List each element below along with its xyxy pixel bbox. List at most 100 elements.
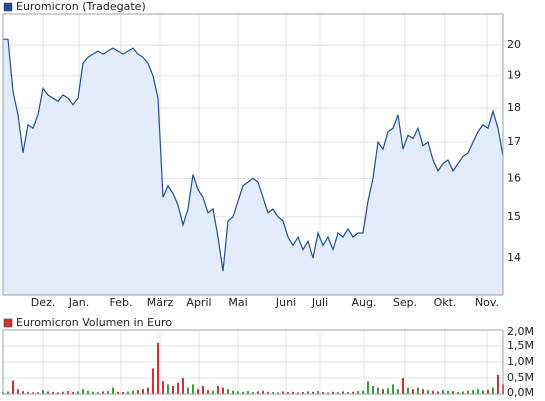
volume-bar [47, 391, 49, 394]
volume-bar [437, 391, 439, 394]
x-tick-label: Aug. [352, 296, 377, 309]
y-tick-label: 1,0M [507, 355, 534, 368]
x-tick-label: Okt. [434, 296, 457, 309]
volume-bar [342, 391, 344, 394]
volume-bar [347, 392, 349, 394]
volume-bar [137, 390, 139, 394]
volume-bar [57, 392, 59, 394]
volume-bar [292, 391, 294, 394]
y-tick-label: 20 [507, 38, 521, 51]
volume-bar [12, 380, 14, 394]
volume-bar [172, 386, 174, 394]
volume-bar [177, 382, 179, 394]
x-tick-label: Juni [275, 296, 296, 309]
volume-bar [117, 391, 119, 394]
volume-bar [17, 389, 19, 394]
volume-bar [412, 389, 414, 394]
legend-swatch [3, 2, 13, 12]
volume-bar [407, 387, 409, 394]
volume-bar [122, 392, 124, 394]
volume-bar [37, 392, 39, 394]
volume-bar [402, 378, 404, 394]
x-tick-label: Juli [311, 296, 328, 309]
volume-bar [497, 374, 499, 394]
y-tick-label: 17 [507, 135, 521, 148]
volume-bar [357, 391, 359, 394]
volume-bar [132, 390, 134, 394]
plot-frame [2, 13, 504, 296]
volume-bar [462, 391, 464, 394]
volume-bar [322, 392, 324, 394]
volume-bar [417, 387, 419, 394]
x-tick-label: Sep. [393, 296, 417, 309]
volume-bar [267, 391, 269, 394]
volume-bar [247, 391, 249, 394]
y-tick-label: 16 [507, 171, 521, 184]
volume-bar [467, 390, 469, 394]
volume-bar [452, 391, 454, 394]
volume-bar [207, 390, 209, 394]
volume-bar [257, 391, 259, 394]
volume-bar [152, 368, 154, 394]
volume-bar [182, 378, 184, 394]
volume-bar [187, 387, 189, 394]
x-tick-label: Dez. [31, 296, 56, 309]
volume-bar [287, 392, 289, 394]
volume-bar [352, 391, 354, 394]
legend-label: Euromicron Volumen in Euro [16, 316, 172, 329]
volume-bar [327, 392, 329, 394]
volume-bar [7, 391, 9, 394]
volume-bar [212, 390, 214, 394]
volume-bar [397, 389, 399, 394]
volume-bar [487, 389, 489, 394]
volume-bar [77, 391, 79, 394]
volume-bar [277, 392, 279, 394]
volume-bar [367, 381, 369, 394]
volume-bar [332, 391, 334, 394]
volume-bar [432, 390, 434, 394]
volume-bar [222, 387, 224, 394]
y-tick-label: 0,5M [507, 371, 534, 384]
volume-bar [147, 387, 149, 394]
volume-bar [422, 389, 424, 394]
volume-bar [112, 387, 114, 394]
plot-frame [2, 329, 504, 395]
volume-bar [202, 386, 204, 394]
y-tick-label: 15 [507, 210, 521, 223]
volume-bar [282, 391, 284, 394]
volume-bar [142, 389, 144, 394]
volume-bar [272, 392, 274, 394]
legend-swatch [3, 318, 13, 328]
y-tick-label: 1,5M [507, 339, 534, 352]
volume-bar [97, 392, 99, 394]
volume-bar [242, 391, 244, 394]
volume-bar [107, 391, 109, 394]
y-tick-label: 18 [507, 101, 521, 114]
volume-bar [442, 390, 444, 394]
volume-bar [362, 390, 364, 394]
volume-bar [492, 387, 494, 394]
volume-bar [102, 391, 104, 394]
volume-bar [72, 392, 74, 394]
x-tick-label: Feb. [110, 296, 133, 309]
volume-bar [162, 381, 164, 394]
y-tick-label: 19 [507, 69, 521, 82]
y-tick-label: 2,0M [507, 325, 534, 338]
volume-bar [52, 392, 54, 394]
price-line [3, 38, 504, 272]
volume-bar [127, 391, 129, 394]
volume-bar [447, 390, 449, 394]
volume-bar [457, 391, 459, 394]
volume-bar [82, 389, 84, 394]
volume-bar [157, 342, 159, 394]
volume-bar [297, 392, 299, 394]
volume-bar [87, 390, 89, 394]
volume-bar [302, 392, 304, 394]
volume-bar [167, 384, 169, 394]
price-area [3, 39, 503, 296]
x-tick-label: April [186, 296, 211, 309]
volume-bar [42, 390, 44, 394]
x-tick-label: März [147, 296, 174, 309]
volume-bar [307, 391, 309, 394]
volume-bar [197, 389, 199, 394]
